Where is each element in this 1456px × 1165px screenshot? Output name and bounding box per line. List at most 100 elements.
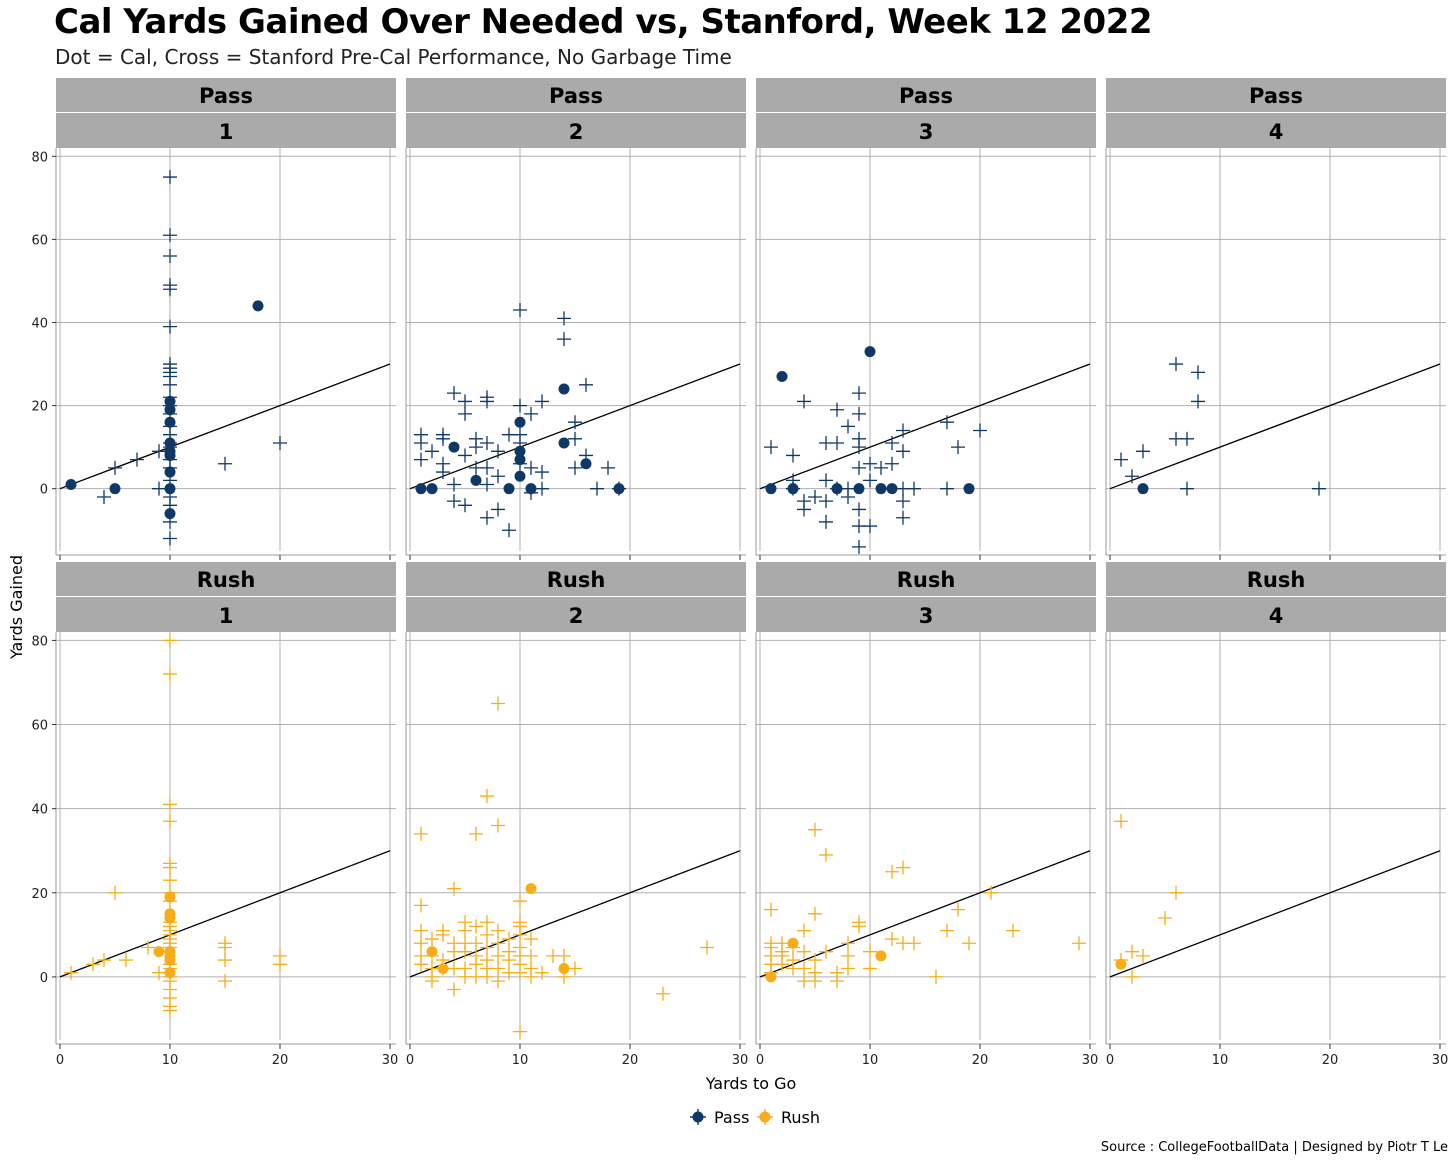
- stanford-cross-point: [841, 489, 855, 504]
- stanford-cross-point: [480, 510, 494, 525]
- stanford-cross-point: [951, 440, 965, 455]
- stanford-cross-point: [896, 860, 910, 875]
- stanford-cross-point: [808, 489, 822, 504]
- stanford-cross-point: [491, 974, 505, 989]
- stanford-cross-point: [108, 885, 122, 900]
- facet-strip-play: [406, 562, 746, 596]
- stanford-cross-point: [218, 974, 232, 989]
- stanford-cross-point: [425, 974, 439, 989]
- reference-line: [59, 850, 391, 978]
- x-axis-title: Yards to Go: [705, 1074, 797, 1093]
- stanford-cross-point: [152, 481, 166, 496]
- stanford-cross-point: [480, 789, 494, 804]
- facet-strip-play: [756, 562, 1096, 596]
- stanford-cross-point: [819, 473, 833, 488]
- stanford-cross-point: [163, 667, 177, 682]
- y-tick-label: 0: [40, 971, 48, 986]
- stanford-cross-point: [414, 936, 428, 951]
- cal-dot-point: [164, 449, 176, 461]
- y-tick-label: 40: [31, 316, 48, 331]
- stanford-cross-point: [141, 940, 155, 955]
- stanford-cross-point: [524, 948, 538, 963]
- facet-strip-play: [56, 562, 396, 596]
- stanford-cross-point: [163, 249, 177, 264]
- stanford-cross-point: [656, 986, 670, 1001]
- cal-dot-point: [164, 404, 176, 416]
- stanford-cross-point: [414, 923, 428, 938]
- stanford-cross-point: [1312, 481, 1326, 496]
- stanford-cross-point: [852, 539, 866, 554]
- stanford-cross-point: [163, 814, 177, 829]
- stanford-cross-point: [896, 510, 910, 525]
- cal-dot-point: [470, 474, 482, 486]
- stanford-cross-point: [1136, 948, 1150, 963]
- legend: Pass Rush: [690, 1108, 820, 1127]
- cal-dot-point: [164, 483, 176, 495]
- stanford-cross-point: [896, 423, 910, 438]
- facet-strip-down: [1106, 113, 1446, 148]
- stanford-cross-point: [524, 460, 538, 475]
- y-axis-title: Yards Gained: [7, 555, 26, 660]
- cal-dot-point: [765, 971, 777, 983]
- x-tick-label: 30: [1082, 1053, 1099, 1068]
- x-tick-label: 10: [162, 1053, 179, 1068]
- stanford-cross-point: [1191, 365, 1205, 380]
- x-tick-label: 20: [1322, 1053, 1339, 1068]
- y-tick-label: 20: [31, 400, 48, 415]
- stanford-cross-point: [447, 386, 461, 401]
- stanford-cross-point: [1125, 469, 1139, 484]
- stanford-cross-point: [863, 473, 877, 488]
- stanford-cross-point: [764, 902, 778, 917]
- stanford-cross-point: [852, 406, 866, 421]
- stanford-cross-point: [557, 332, 571, 347]
- panel-pass-2: Pass 2: [405, 78, 746, 560]
- stanford-cross-point: [458, 923, 472, 938]
- cal-dot-point: [164, 508, 176, 520]
- stanford-cross-point: [513, 303, 527, 318]
- stanford-cross-point: [491, 696, 505, 711]
- stanford-cross-point: [1180, 431, 1194, 446]
- cal-dot-point: [765, 483, 777, 495]
- stanford-cross-point: [1169, 885, 1183, 900]
- cal-dot-point: [65, 479, 77, 491]
- stanford-cross-point: [119, 953, 133, 968]
- stanford-cross-point: [108, 460, 122, 475]
- stanford-cross-point: [163, 797, 177, 812]
- stanford-cross-point: [863, 961, 877, 976]
- facet-strip-down: [406, 113, 746, 148]
- stanford-cross-point: [163, 873, 177, 888]
- stanford-cross-point: [885, 456, 899, 471]
- stanford-cross-point: [885, 435, 899, 450]
- cal-dot-point: [1115, 958, 1127, 970]
- facet-label-play: Pass: [549, 84, 603, 108]
- stanford-cross-point: [568, 431, 582, 446]
- stanford-cross-point: [819, 494, 833, 509]
- cal-dot-point: [514, 454, 526, 466]
- x-tick-label: 20: [972, 1053, 989, 1068]
- cal-dot-point: [525, 483, 537, 495]
- stanford-cross-point: [414, 435, 428, 450]
- facet-label-play: Rush: [547, 568, 606, 592]
- stanford-cross-point: [1072, 936, 1086, 951]
- facet-label-play: Rush: [897, 568, 956, 592]
- y-tick-label: 20: [31, 887, 48, 902]
- facet-label-play: Pass: [899, 84, 953, 108]
- reference-line: [1109, 850, 1441, 978]
- stanford-cross-point: [458, 498, 472, 513]
- facet-strip-down: [756, 113, 1096, 148]
- y-tick-label: 60: [31, 233, 48, 248]
- facet-strip-play: [756, 78, 1096, 112]
- stanford-cross-point: [524, 406, 538, 421]
- cal-dot-point: [558, 437, 570, 449]
- stanford-cross-point: [1125, 944, 1139, 959]
- stanford-cross-point: [764, 440, 778, 455]
- stanford-cross-point: [64, 965, 78, 980]
- panel-rush-4: Rush 4 0 10 20 30: [1105, 562, 1448, 1068]
- stanford-cross-point: [863, 519, 877, 534]
- stanford-cross-point: [601, 460, 615, 475]
- stanford-cross-point: [469, 936, 483, 951]
- stanford-cross-point: [852, 919, 866, 934]
- stanford-cross-point: [940, 481, 954, 496]
- stanford-cross-point: [863, 944, 877, 959]
